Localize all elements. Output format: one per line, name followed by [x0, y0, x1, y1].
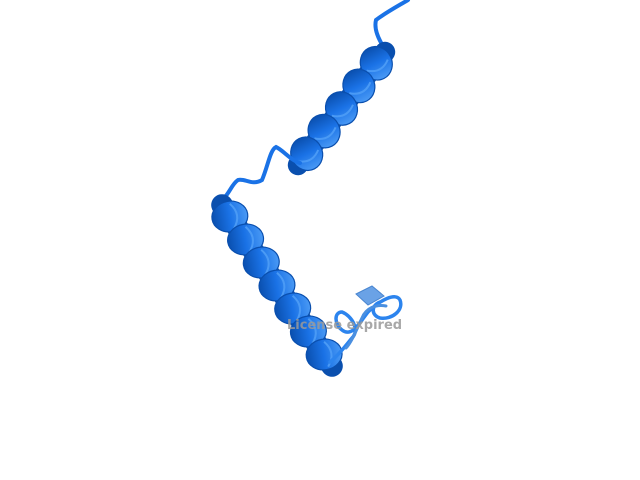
helix-highlight: [260, 248, 270, 276]
helix-highlight: [229, 202, 239, 230]
lower-helix: [211, 194, 343, 377]
linker-loop: [222, 144, 302, 200]
beta-strand-fragment: [355, 285, 385, 306]
c-terminal-loop: [328, 295, 403, 364]
upper-helix: [287, 41, 396, 176]
helix-highlight: [244, 225, 254, 253]
c-terminal-loop-back: [344, 304, 388, 350]
helix-highlight: [323, 340, 333, 368]
helix-highlight: [291, 294, 302, 322]
helix-highlight: [314, 126, 337, 140]
helix-highlight: [331, 104, 354, 118]
helix-highlight: [366, 59, 389, 73]
helix-highlight: [307, 317, 317, 345]
helix-highlight: [276, 271, 286, 299]
n-terminal-coil: [373, 0, 410, 48]
helix-highlight: [349, 81, 372, 95]
